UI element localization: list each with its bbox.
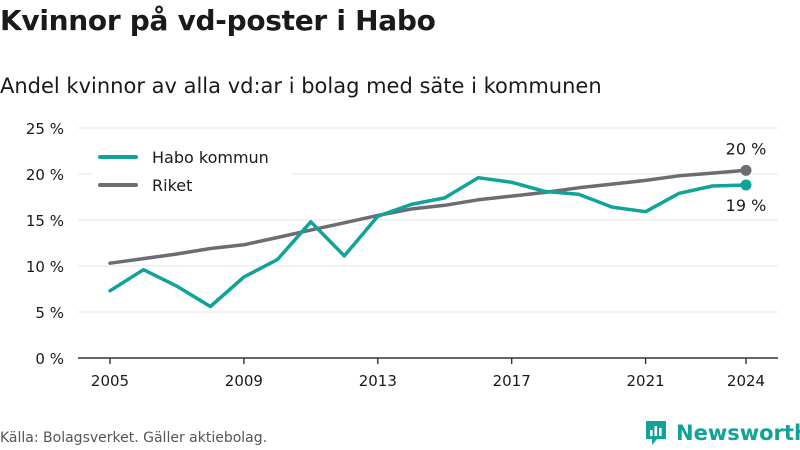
habo-end-point bbox=[740, 179, 752, 191]
x-tick-label: 2009 bbox=[225, 372, 263, 390]
y-tick-label: 5 % bbox=[35, 304, 64, 322]
x-tick-label: 2005 bbox=[91, 372, 129, 390]
legend-label-riket: Riket bbox=[152, 176, 192, 195]
y-tick-label: 10 % bbox=[26, 258, 64, 276]
riket-end-label: 20 % bbox=[726, 139, 767, 158]
chart-subtitle: Andel kvinnor av alla vd:ar i bolag med … bbox=[0, 74, 602, 98]
x-tick-label: 2021 bbox=[626, 372, 664, 390]
x-tick-label: 2013 bbox=[359, 372, 397, 390]
x-tick-label: 2024 bbox=[727, 372, 765, 390]
riket-line bbox=[108, 168, 748, 265]
legend-background bbox=[92, 140, 292, 198]
riket-end-point bbox=[740, 164, 752, 176]
y-tick-label: 25 % bbox=[26, 120, 64, 138]
habo-end-label: 19 % bbox=[726, 196, 767, 215]
newsworthy-logo-icon bbox=[646, 421, 666, 445]
newsworthy-logo: Newsworthy bbox=[644, 418, 800, 448]
source-note: Källa: Bolagsverket. Gäller aktiebolag. bbox=[0, 430, 268, 446]
newsworthy-wordmark: Newsworthy bbox=[676, 421, 800, 445]
x-tick-label: 2017 bbox=[493, 372, 531, 390]
legend-label-habo: Habo kommun bbox=[152, 148, 269, 167]
chart-title: Kvinnor på vd-poster i Habo bbox=[0, 4, 436, 37]
y-tick-label: 15 % bbox=[26, 212, 64, 230]
habo-kommun-line bbox=[108, 175, 748, 309]
y-tick-label: 20 % bbox=[26, 166, 64, 184]
y-tick-label: 0 % bbox=[35, 350, 64, 368]
